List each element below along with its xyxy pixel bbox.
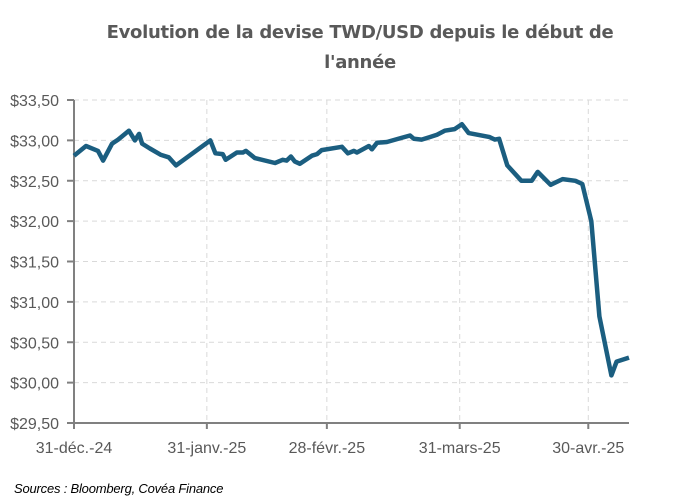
y-tick-label: $30,00 — [10, 376, 59, 393]
y-tick-label: $32,50 — [10, 174, 59, 191]
series-line-twd-usd — [72, 121, 630, 378]
y-axis-tick-labels: $29,50 $30,00 $30,50 $31,00 $31,50 $32,00 $32,… — [10, 93, 59, 433]
y-tick-label: $29,50 — [10, 416, 59, 433]
gridlines — [74, 99, 629, 423]
y-tick-label: $32,00 — [10, 214, 59, 231]
y-tick-label: $31,00 — [10, 295, 59, 312]
x-tick-label: 31-mars-25 — [419, 440, 501, 457]
series-group — [72, 121, 630, 378]
chart-title-line-1: Evolution de la devise TWD/USD depuis le… — [106, 22, 614, 43]
y-tick-label: $31,50 — [10, 255, 59, 272]
x-tick-label: 28-févr.-25 — [289, 440, 366, 457]
x-tick-label: 31-déc.-24 — [36, 440, 113, 457]
x-tick-label: 31-janv.-25 — [167, 440, 246, 457]
chart-title-line-2: l'année — [324, 52, 396, 73]
x-axis-tick-labels: 31-déc.-24 31-janv.-25 28-févr.-25 31-mars-… — [36, 440, 625, 457]
y-tick-label: $33,00 — [10, 133, 59, 150]
y-tick-label: $33,50 — [10, 93, 59, 110]
source-note: Sources : Bloomberg, Covéa Finance — [14, 481, 224, 496]
y-tick-label: $30,50 — [10, 335, 59, 352]
chart-title: Evolution de la devise TWD/USD depuis le… — [0, 18, 680, 78]
x-tick-label: 30-avr.-25 — [552, 440, 624, 457]
